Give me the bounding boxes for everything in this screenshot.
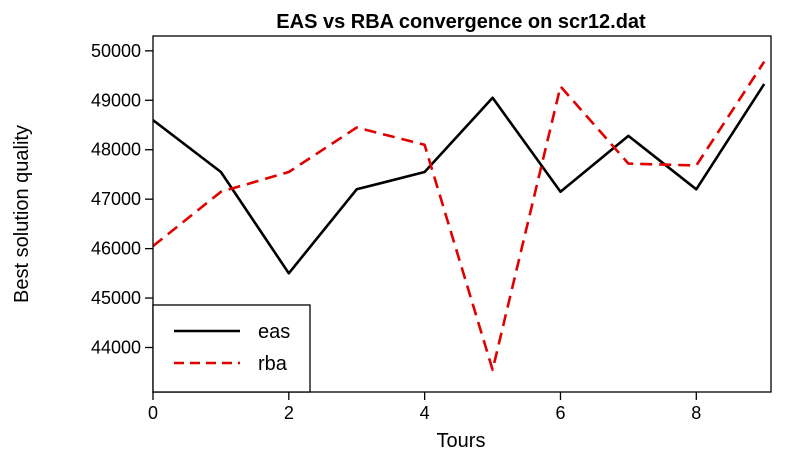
legend-label-rba: rba bbox=[258, 353, 288, 375]
series-line-eas bbox=[153, 83, 766, 275]
y-tick-label: 44000 bbox=[91, 338, 141, 358]
x-tick-label: 4 bbox=[420, 403, 430, 423]
legend: eas rba bbox=[152, 304, 311, 393]
y-axis-label: Best solution quality bbox=[11, 125, 33, 303]
plot-frame bbox=[152, 35, 772, 393]
x-axis-label: Tours bbox=[437, 430, 486, 450]
y-tick-label: 47000 bbox=[91, 189, 141, 209]
x-tick-label: 6 bbox=[555, 403, 565, 423]
y-tick-label: 45000 bbox=[91, 288, 141, 308]
x-tick-label: 8 bbox=[691, 403, 701, 423]
x-axis: 0 2 4 6 8 bbox=[148, 392, 701, 423]
series-line-rba bbox=[153, 60, 766, 372]
y-tick-label: 48000 bbox=[91, 140, 141, 160]
plot-area bbox=[152, 35, 772, 393]
y-axis: 44000 45000 46000 47000 48000 49000 50000 bbox=[91, 41, 153, 358]
legend-box bbox=[152, 304, 311, 393]
series-layer bbox=[153, 60, 766, 372]
chart-title: EAS vs RBA convergence on scr12.dat bbox=[276, 11, 646, 33]
legend-label-eas: eas bbox=[258, 321, 290, 343]
y-tick-label: 46000 bbox=[91, 239, 141, 259]
y-tick-label: 49000 bbox=[91, 90, 141, 110]
y-tick-label: 50000 bbox=[91, 41, 141, 61]
x-tick-label: 2 bbox=[284, 403, 294, 423]
x-tick-label: 0 bbox=[148, 403, 158, 423]
